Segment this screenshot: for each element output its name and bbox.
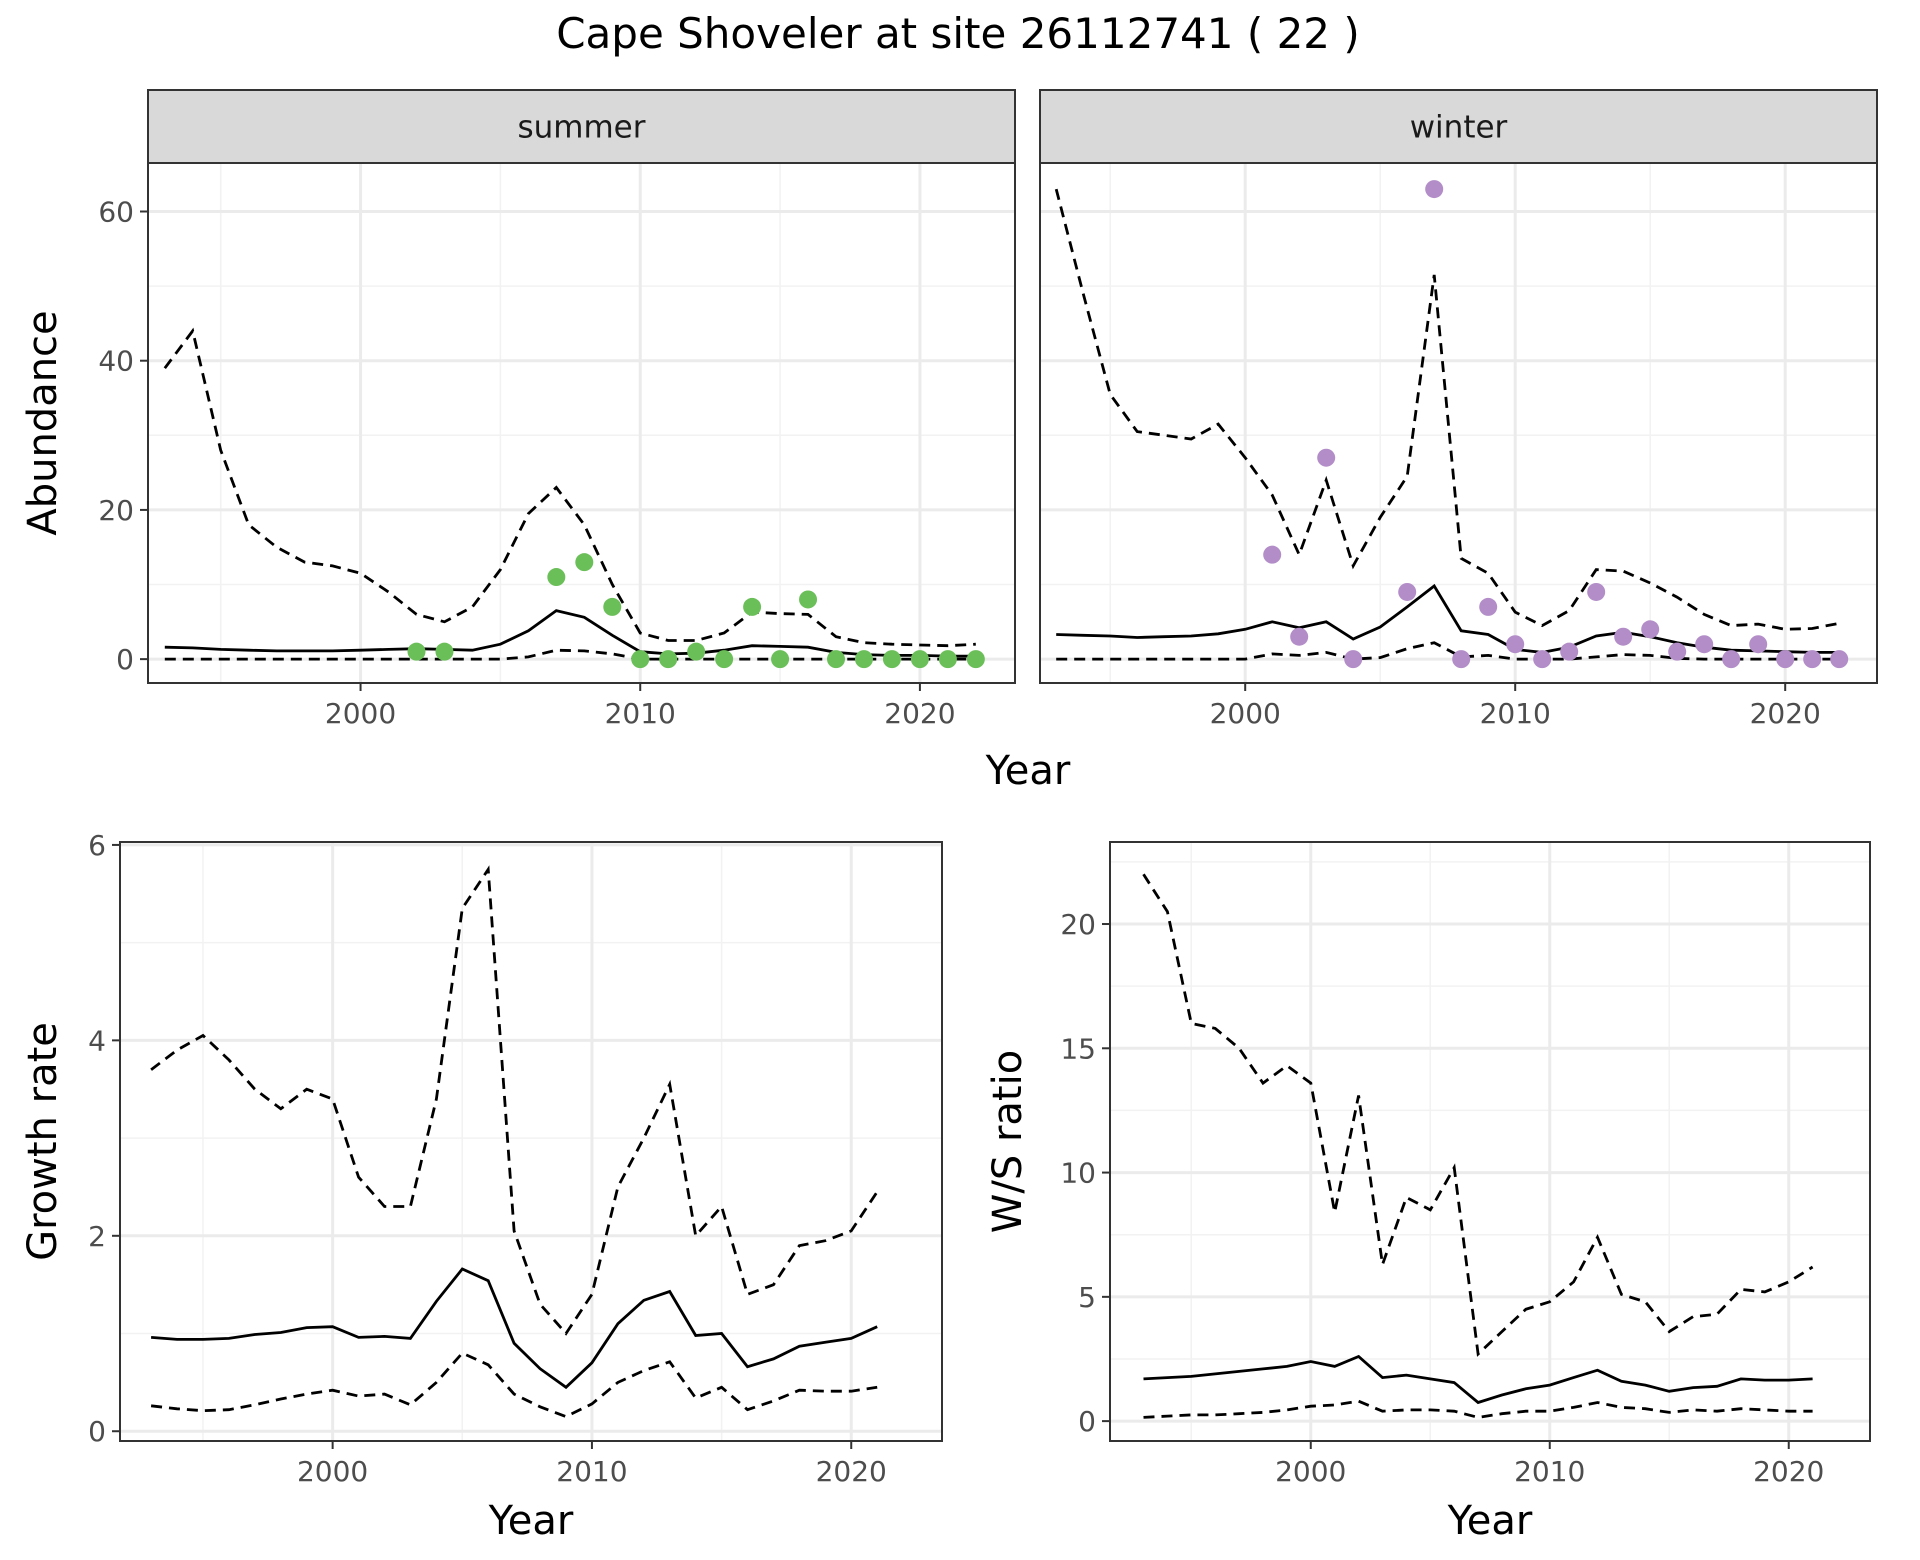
observed-point [938, 650, 957, 669]
y-tick-label: 20 [1060, 908, 1096, 941]
observed-point [547, 568, 566, 587]
observed-point [1344, 650, 1363, 669]
facet-strip [147, 89, 1016, 164]
observed-point [1398, 582, 1417, 601]
y-tick-label: 20 [98, 494, 134, 527]
y-tick-label: 0 [88, 1415, 106, 1448]
observed-point [687, 642, 706, 661]
y-tick-label: 2 [88, 1220, 106, 1253]
y-tick-label: 15 [1060, 1032, 1096, 1065]
observed-point [715, 650, 734, 669]
panel-background [120, 842, 942, 1441]
lower-bound-line [1056, 641, 1840, 661]
panel-background [1110, 842, 1870, 1441]
observed-point [1452, 650, 1471, 669]
observed-point [1749, 635, 1768, 654]
observed-point [827, 650, 846, 669]
y-tick-label: 60 [98, 195, 134, 228]
observed-point [1533, 650, 1552, 669]
y-tick-label: 4 [88, 1024, 106, 1057]
panel-background [1040, 163, 1877, 683]
observed-point [575, 553, 594, 572]
lower-bound-line [1143, 1399, 1813, 1419]
lower-bound-line [150, 1351, 878, 1419]
y-axis-title: Abundance [20, 310, 66, 535]
observed-point [1290, 627, 1309, 646]
upper-bound-line [150, 865, 879, 1336]
observed-point [854, 650, 873, 669]
panel-ratio: 2000 2010 2020 0 5 10 15 20 W/S ratio Year [985, 841, 1871, 1544]
observed-point [799, 590, 818, 609]
panel-background [148, 163, 1015, 683]
x-tick-label: 2020 [1753, 1455, 1824, 1488]
observed-point [771, 650, 790, 669]
facet-strip-label: summer [517, 110, 645, 146]
x-axis-title: Year [488, 1498, 574, 1544]
x-tick-label: 2020 [1750, 697, 1821, 730]
y-tick-label: 0 [116, 643, 134, 676]
x-axis-title: Year [1447, 1498, 1533, 1544]
observed-point [1560, 642, 1579, 661]
observed-point [966, 650, 985, 669]
panel-growth: 2000 2010 2020 0 2 4 6 Growth rate Year [20, 829, 943, 1544]
x-tick-label: 2000 [1210, 697, 1281, 730]
facet-strip [1039, 89, 1878, 164]
mean-line [150, 1267, 878, 1390]
observed-point [1614, 627, 1633, 646]
observed-point [1641, 620, 1660, 639]
upper-bound-line [163, 327, 976, 648]
y-tick-label: 0 [1078, 1405, 1096, 1438]
observed-point [1803, 650, 1822, 669]
observed-point [1506, 635, 1525, 654]
observed-point [910, 650, 929, 669]
x-tick-label: 2010 [605, 697, 676, 730]
x-tick-label: 2000 [325, 697, 396, 730]
x-tick-label: 2000 [297, 1455, 368, 1488]
y-tick-label: 6 [88, 829, 106, 862]
y-axis-title: Growth rate [20, 1022, 66, 1261]
observed-point [659, 650, 678, 669]
upper-bound-line [1054, 188, 1840, 631]
y-tick-label: 40 [98, 345, 134, 378]
observed-point [743, 597, 762, 616]
observed-point [1587, 582, 1606, 601]
observed-point [631, 650, 650, 669]
y-axis-title: W/S ratio [985, 1050, 1031, 1233]
observed-point [1425, 180, 1444, 199]
observed-point [435, 642, 454, 661]
panel-winter: winter 2000 2010 2020 [1039, 89, 1878, 730]
x-tick-label: 2000 [1275, 1455, 1346, 1488]
observed-point [1479, 597, 1498, 616]
observed-point [1668, 642, 1687, 661]
observed-point [882, 650, 901, 669]
x-tick-label: 2010 [1480, 697, 1551, 730]
figure-title: Cape Shoveler at site 26112741 ( 22 ) [556, 9, 1360, 58]
panel-summer: summer 2000 2010 2020 0 20 40 60 Abundance [20, 89, 1016, 730]
top-x-axis-title: Year [985, 748, 1071, 794]
x-tick-label: 2010 [1514, 1455, 1585, 1488]
observed-point [1722, 650, 1741, 669]
mean-line [1143, 1354, 1813, 1405]
y-tick-label: 5 [1078, 1281, 1096, 1314]
lower-bound-line [164, 648, 976, 661]
observed-point [1263, 545, 1282, 564]
observed-point [407, 642, 426, 661]
observed-point [1695, 635, 1714, 654]
observed-point [1317, 448, 1336, 467]
facet-strip-label: winter [1410, 110, 1508, 146]
observed-point [1830, 650, 1849, 669]
observed-point [603, 597, 622, 616]
observed-point [1776, 650, 1795, 669]
x-tick-label: 2010 [556, 1455, 627, 1488]
panel-border [1109, 841, 1871, 1442]
panel-border [119, 841, 943, 1442]
upper-bound-line [1142, 873, 1814, 1357]
x-tick-label: 2020 [884, 697, 955, 730]
x-tick-label: 2020 [816, 1455, 887, 1488]
y-tick-label: 10 [1060, 1157, 1096, 1190]
